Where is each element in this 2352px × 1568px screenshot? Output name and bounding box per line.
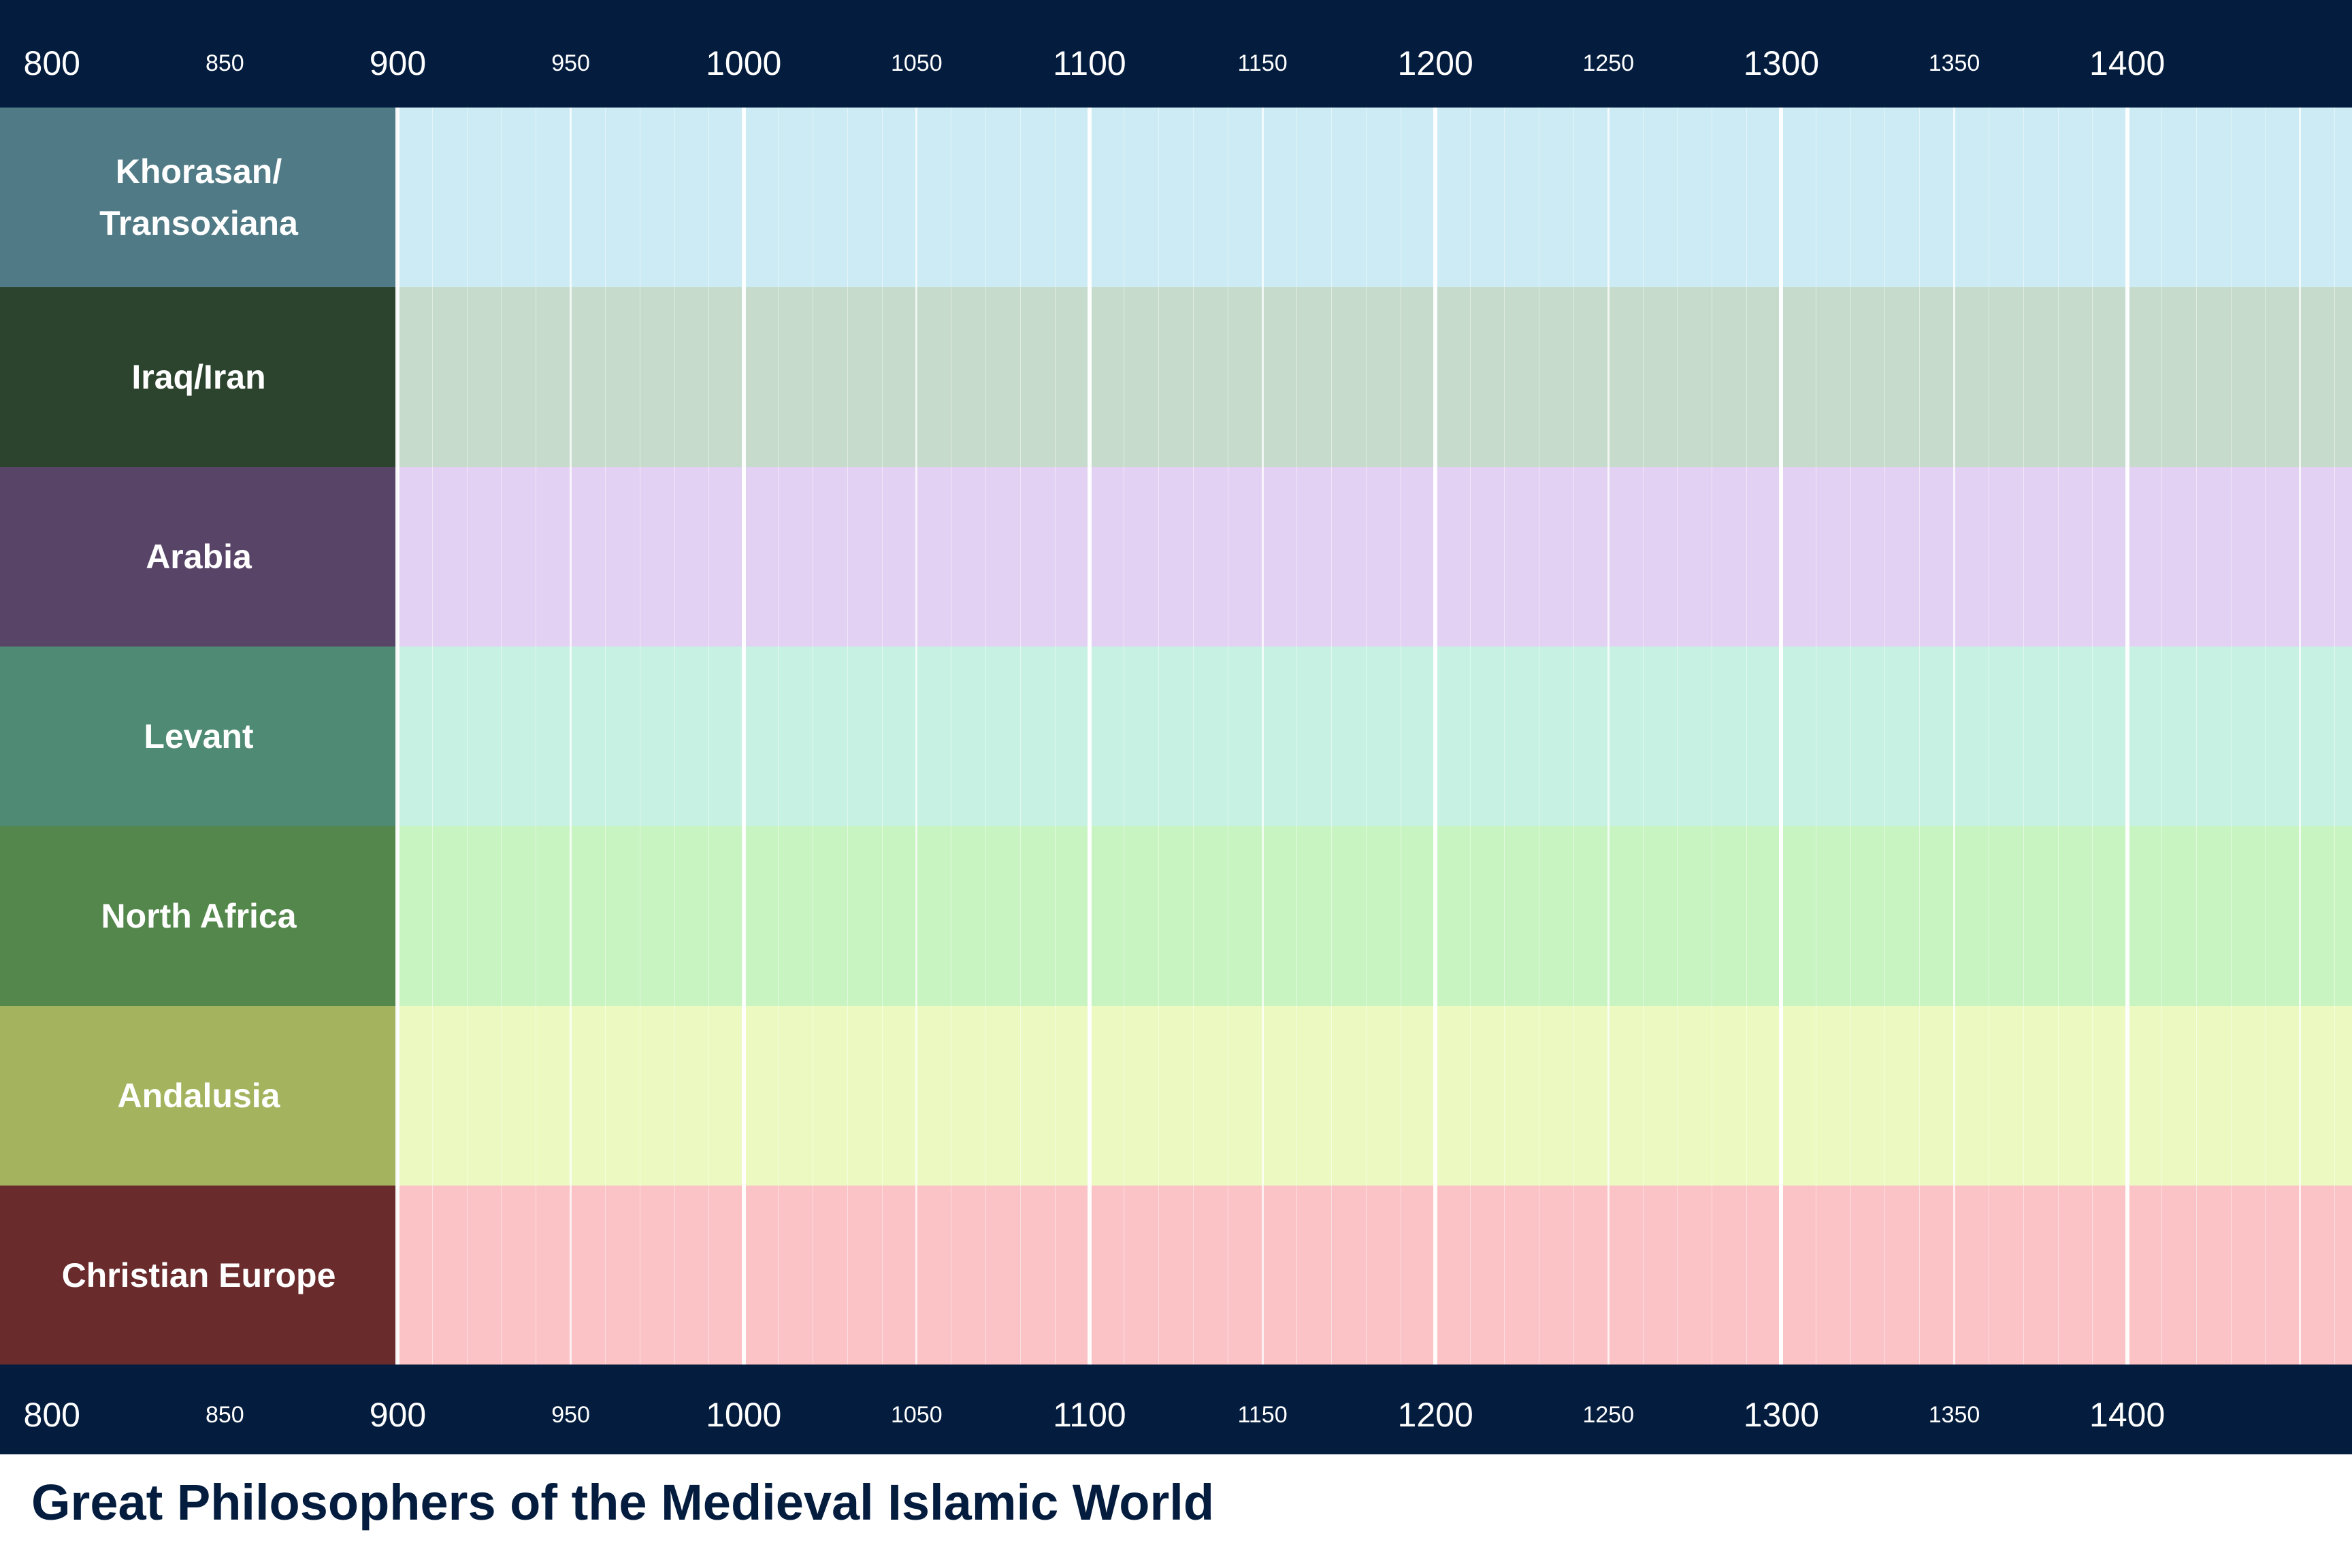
region-label: Andalusia [0, 1006, 397, 1186]
bottom-axis-major-tick-label: 1200 [1397, 1396, 1473, 1434]
region-label: Christian Europe [0, 1186, 397, 1365]
top-axis-major-tick-label: 1200 [1397, 44, 1473, 82]
top-axis-major-tick-label: 1100 [1053, 44, 1126, 82]
bottom-axis-minor-tick-label: 1050 [890, 1402, 943, 1428]
bottom-axis-minor-tick-label: 950 [551, 1402, 590, 1428]
bottom-axis-major-tick-label: 1000 [706, 1396, 782, 1434]
region-label-line: Levant [144, 717, 254, 755]
bottom-axis-minor-tick-label: 850 [205, 1402, 244, 1428]
top-axis-major-tick-label: 1000 [706, 44, 782, 82]
top-axis-minor-tick-label: 1050 [890, 50, 943, 76]
region-label-line: Khorasan/ [115, 152, 282, 191]
top-axis-major-tick-label: 1300 [1743, 44, 1820, 82]
region-row: Arabia [0, 467, 2352, 647]
top-axis-major-tick-label: 1400 [2089, 44, 2166, 82]
region-row: Andalusia [0, 1006, 2352, 1186]
bottom-axis-minor-tick-label: 1350 [1928, 1402, 1980, 1428]
region-label-line: Arabia [146, 538, 252, 576]
region-label: Khorasan/Transoxiana [0, 108, 397, 287]
region-row: Iraq/Iran [0, 287, 2352, 467]
region-row: Khorasan/Transoxiana [0, 108, 2352, 287]
bottom-axis-major-tick-label: 1100 [1053, 1396, 1126, 1434]
page-title: Great Philosophers of the Medieval Islam… [31, 1474, 1215, 1531]
bottom-axis-major-tick-label: 800 [23, 1396, 80, 1434]
bottom-axis-minor-tick-label: 1150 [1237, 1402, 1288, 1428]
region-row: Levant [0, 647, 2352, 826]
top-axis-minor-tick-label: 1150 [1237, 50, 1288, 76]
region-band [397, 1186, 2352, 1365]
region-row: Christian Europe [0, 1186, 2352, 1365]
bottom-year-axis: 800 900 1000 1100 1200 1300 1400 850 950 1050 1150… [0, 1365, 2352, 1454]
region-band [397, 826, 2352, 1006]
region-row: North Africa [0, 826, 2352, 1006]
region-band [397, 647, 2352, 826]
region-label-line: Transoxiana [99, 204, 298, 242]
region-band [397, 467, 2352, 647]
region-band [397, 1006, 2352, 1186]
region-label-line: Andalusia [117, 1077, 280, 1115]
region-label: Levant [0, 647, 397, 826]
region-label-line: Iraq/Iran [131, 358, 266, 396]
region-label: North Africa [0, 826, 397, 1006]
bottom-axis-major-tick-label: 1300 [1743, 1396, 1820, 1434]
top-axis-minor-tick-label: 950 [551, 50, 590, 76]
top-axis-minor-tick-label: 1250 [1582, 50, 1635, 76]
top-axis-major-tick-label: 800 [23, 44, 80, 82]
region-label-line: North Africa [101, 897, 297, 935]
top-axis-major-tick-label: 900 [369, 44, 427, 82]
region-label: Iraq/Iran [0, 287, 397, 467]
region-band [397, 287, 2352, 467]
bottom-axis-major-tick-label: 900 [369, 1396, 427, 1434]
top-axis-minor-tick-label: 1350 [1928, 50, 1980, 76]
bottom-axis-minor-tick-label: 1250 [1582, 1402, 1635, 1428]
bottom-axis-major-tick-label: 1400 [2089, 1396, 2166, 1434]
region-label-line: Christian Europe [61, 1256, 336, 1294]
region-label: Arabia [0, 467, 397, 647]
top-axis-minor-tick-label: 850 [205, 50, 244, 76]
region-band [397, 108, 2352, 287]
top-year-axis: 800 900 1000 1100 1200 1300 1400 850 950 1050 1150… [0, 0, 2352, 108]
